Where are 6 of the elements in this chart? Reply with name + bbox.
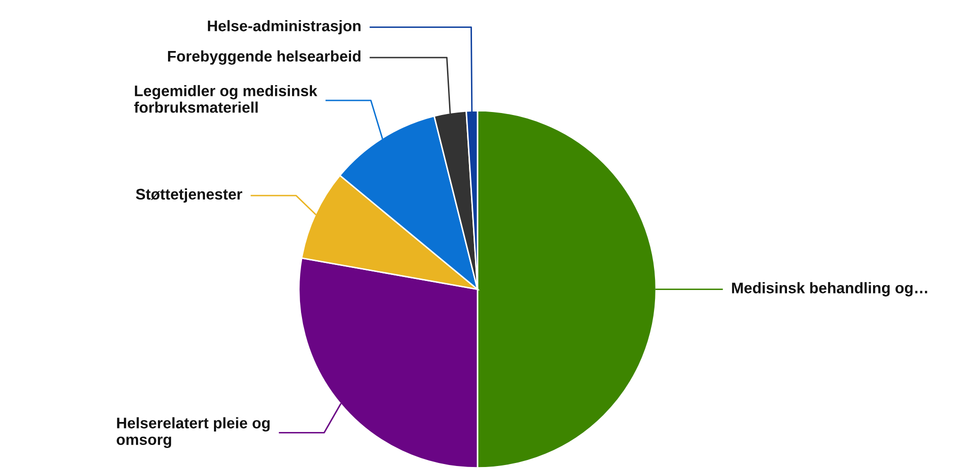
slice-label: Helse-administrasjon bbox=[208, 20, 360, 34]
slice-label: Forebyggende helsearbeid bbox=[168, 50, 360, 65]
slice-label: Støttetjenester bbox=[136, 188, 242, 203]
slice-label: Legemidler og medisinsk forbruksmateriell bbox=[134, 85, 318, 113]
slice-label: Medisinsk behandling og… bbox=[732, 282, 928, 296]
slice-label: Helserelatert pleie og omsorg bbox=[116, 417, 270, 448]
